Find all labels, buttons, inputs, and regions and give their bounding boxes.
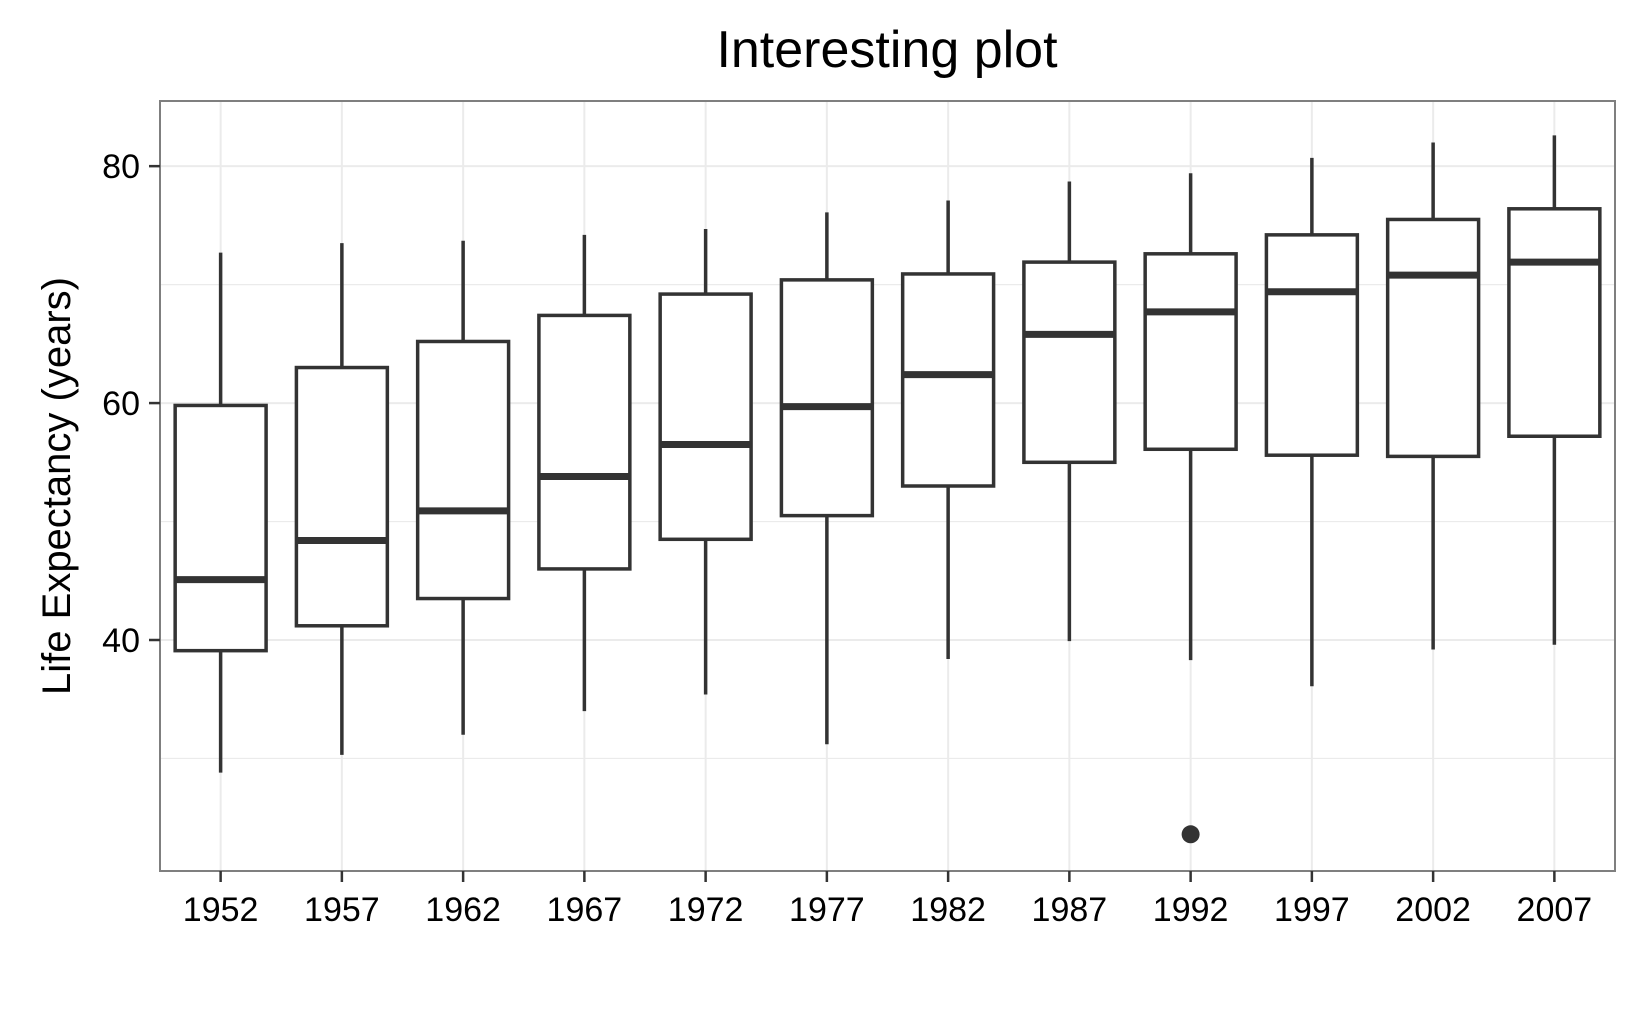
y-tick-label: 80 <box>102 148 140 186</box>
box-1972 <box>658 228 753 695</box>
boxes-group <box>173 135 1602 844</box>
iqr-box <box>294 365 390 628</box>
panel-border <box>159 100 1616 872</box>
box-2002 <box>1385 142 1481 650</box>
iqr-box <box>537 313 632 571</box>
box-1957 <box>294 243 390 755</box>
x-tick-label: 1967 <box>547 891 623 929</box>
x-tick-label: 1992 <box>1153 891 1229 929</box>
box-1977 <box>779 212 875 745</box>
y-tick-label: 40 <box>102 622 140 660</box>
iqr-box <box>658 292 753 542</box>
x-tick-label: 2007 <box>1517 891 1593 929</box>
x-tick-label: 2002 <box>1395 891 1471 929</box>
iqr-box <box>900 272 996 488</box>
x-tick-label: 1977 <box>789 891 865 929</box>
y-axis-label: Life Expectancy (years) <box>35 277 79 695</box>
iqr-box <box>1022 260 1117 465</box>
iqr-box <box>779 278 875 518</box>
chart-title: Interesting plot <box>716 21 1058 79</box>
iqr-box <box>1143 252 1238 452</box>
iqr-box <box>1507 207 1602 438</box>
box-2007 <box>1507 135 1602 645</box>
x-tick-label: 1957 <box>304 891 380 929</box>
iqr-box <box>1385 217 1481 459</box>
x-tick-label: 1972 <box>668 891 744 929</box>
box-1952 <box>173 252 268 773</box>
iqr-box <box>1264 233 1360 457</box>
outlier-point <box>1181 825 1200 844</box>
box-1967 <box>537 234 632 712</box>
x-tick-label: 1997 <box>1274 891 1350 929</box>
x-tick-label: 1987 <box>1032 891 1108 929</box>
box-1962 <box>415 240 511 735</box>
box-1997 <box>1264 157 1360 687</box>
iqr-box <box>415 339 511 601</box>
iqr-box <box>173 403 268 653</box>
x-tick-label: 1982 <box>910 891 986 929</box>
box-1987 <box>1022 181 1117 642</box>
x-tick-label: 1962 <box>425 891 501 929</box>
x-tick-label: 1952 <box>183 891 259 929</box>
y-tick-label: 60 <box>102 385 140 423</box>
box-1992 <box>1143 173 1238 844</box>
axes-group: 40 60 80 1952 1957 1962 1967 1972 1977 1982 1987 19… <box>102 148 1592 929</box>
box-1982 <box>900 200 996 659</box>
